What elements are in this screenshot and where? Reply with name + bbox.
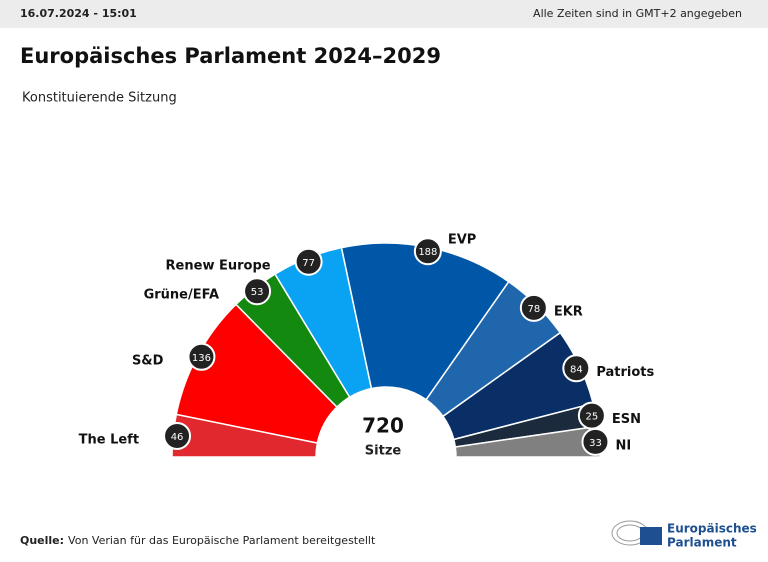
party-label: ESN <box>612 412 641 427</box>
logo-icon <box>616 524 644 542</box>
source-label: Quelle: <box>20 534 64 547</box>
value-label: 188 <box>418 247 437 258</box>
value-badge <box>243 277 272 306</box>
party-label: S&D <box>132 353 164 368</box>
logo-text: Parlament <box>667 536 737 550</box>
value-badge <box>413 237 442 266</box>
value-label: 53 <box>251 287 264 298</box>
chart-title: Europäisches Parlament 2024–2029 <box>20 44 441 68</box>
value-badge <box>187 342 216 371</box>
value-label: 25 <box>586 412 599 423</box>
seat-segment <box>175 303 338 444</box>
party-label: Grüne/EFA <box>144 288 220 303</box>
total: 720 <box>362 414 404 438</box>
chart-subtitle: Konstituierende Sitzung <box>22 91 177 106</box>
seat-segment <box>340 242 510 401</box>
chart: 46 The Left 136 S&D 53 Grüne/EFA 77 Renew Europ… <box>79 233 655 458</box>
value-label: 78 <box>527 304 540 315</box>
header-bar <box>0 0 768 28</box>
source: Quelle: Von Verian für das Europäische Pa… <box>20 534 376 547</box>
total-label: Sitze <box>365 444 402 459</box>
party-label: NI <box>615 438 631 453</box>
timezone-note: Alle Zeiten sind in GMT+2 angegeben <box>533 7 742 20</box>
logo-flag <box>640 527 662 545</box>
logo: Europäisches Parlament <box>611 520 757 550</box>
party-label: EKR <box>554 304 583 319</box>
party-label: Patriots <box>596 365 654 380</box>
party-label: Renew Europe <box>166 258 271 273</box>
value-badge <box>519 293 548 322</box>
party-label: EVP <box>448 233 476 248</box>
source-text: Von Verian für das Europäische Parlament… <box>68 534 376 547</box>
value-badge <box>562 354 591 383</box>
value-label: 46 <box>171 432 184 443</box>
value-badge <box>163 421 192 450</box>
party-label: The Left <box>79 432 139 447</box>
value-badge <box>581 427 610 456</box>
value-label: 84 <box>570 364 583 375</box>
value-label: 77 <box>302 258 315 269</box>
value-label: 33 <box>589 438 602 449</box>
timestamp: 16.07.2024 - 15:01 <box>20 7 137 20</box>
value-badge <box>294 247 323 276</box>
value-label: 136 <box>192 353 211 364</box>
logo-text: Europäisches <box>667 522 757 536</box>
